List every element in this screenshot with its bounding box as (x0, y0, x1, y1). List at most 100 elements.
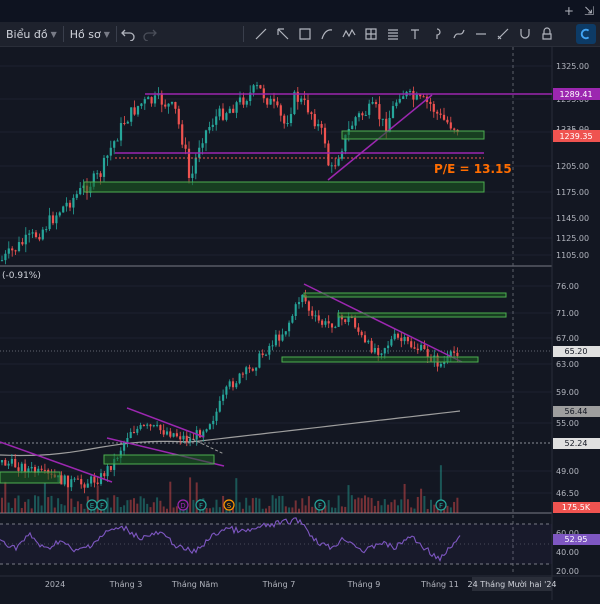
line-value-tag (553, 438, 600, 449)
candle-body (102, 157, 106, 177)
candle-body (443, 361, 446, 364)
demand-zone-lower[interactable] (83, 181, 485, 193)
chart-menu[interactable]: Biểu đồ ▼ (0, 22, 63, 46)
candle-body (242, 97, 245, 105)
magnet-icon[interactable] (514, 22, 536, 46)
candle-body (361, 113, 364, 116)
candle-body (80, 479, 83, 485)
candle-body (218, 108, 221, 117)
logo-icon[interactable] (576, 24, 596, 44)
candle-body (357, 327, 360, 332)
candle-body (76, 478, 79, 480)
candle-body (398, 98, 401, 103)
cursor-tool-icon[interactable] (272, 22, 294, 46)
projection-dashed-line (187, 436, 225, 455)
candle-body (357, 113, 361, 118)
profile-menu[interactable]: Hồ sơ ▼ (64, 22, 116, 46)
demand-zone-stock-2[interactable] (103, 454, 215, 465)
candle-body (4, 459, 7, 466)
event-marker-circle[interactable] (435, 499, 447, 511)
demand-zone-stock-3[interactable] (281, 356, 479, 363)
change-percent-label: (-0.91%) (2, 271, 41, 281)
rsi-line (0, 517, 461, 563)
candle-body (63, 475, 66, 485)
candle-body (14, 458, 17, 468)
rectangle-tool-icon[interactable] (294, 22, 316, 46)
channel-upper-line[interactable] (126, 407, 205, 438)
volume-bar (175, 506, 178, 513)
volume-value-tag-text: 175.5K (562, 503, 591, 512)
candle-body (40, 468, 43, 470)
volume-bar (192, 499, 195, 513)
axis-tick-label: 1145.00 (556, 214, 589, 223)
axis-tick-label: 1205.00 (556, 162, 589, 171)
chart-area[interactable]: P/E = 13.15 1325.001295.001265.001235.00… (0, 47, 600, 600)
undo-button[interactable] (117, 22, 139, 46)
text-tool-icon[interactable] (404, 22, 426, 46)
candle-body (96, 482, 99, 484)
time-tick-label: 2024 (45, 580, 65, 589)
supply-zone-stock-1[interactable] (303, 292, 507, 298)
fib-tool-icon[interactable] (382, 22, 404, 46)
candle-body (99, 173, 102, 177)
volume-bar (238, 502, 241, 513)
volume-bar (307, 496, 310, 513)
horizontal-line-icon[interactable] (470, 22, 492, 46)
candle-body (245, 367, 248, 375)
candle-body (284, 331, 287, 335)
measure-icon[interactable] (492, 22, 514, 46)
redo-button[interactable] (139, 22, 161, 46)
path-tool-icon[interactable] (448, 22, 470, 46)
event-marker-circle[interactable] (177, 499, 189, 511)
candle-body (271, 345, 274, 347)
volume-bar (347, 485, 350, 513)
pin-tool-icon[interactable] (426, 22, 448, 46)
candle-body (232, 108, 235, 113)
event-marker-circle[interactable] (314, 499, 326, 511)
volume-bar (337, 495, 340, 513)
downtrend-line-left[interactable] (0, 441, 113, 483)
volume-bar (126, 500, 129, 513)
collapse-icon[interactable]: ⇲ (583, 4, 594, 18)
volume-bar (397, 505, 399, 513)
grid-tool-icon[interactable] (360, 22, 382, 46)
candle-body (43, 469, 46, 471)
candle-body (83, 484, 86, 488)
top-window-controls: + ⇲ (564, 4, 594, 18)
event-marker-circle[interactable] (195, 499, 207, 511)
add-icon[interactable]: + (563, 4, 574, 18)
chart-canvas[interactable]: P/E = 13.15 1325.001295.001265.001235.00… (0, 47, 600, 600)
candle-body (51, 215, 55, 224)
profile-menu-label: Hồ sơ (69, 27, 101, 41)
brush-tool-icon[interactable] (316, 22, 338, 46)
candle-body (113, 141, 116, 148)
candle-body (48, 215, 51, 230)
candle-body (218, 400, 221, 412)
candle-body (354, 117, 357, 126)
demand-zone-upper[interactable] (341, 130, 485, 140)
candle-body (288, 322, 291, 332)
event-marker-circle[interactable] (96, 499, 108, 511)
lock-icon[interactable] (536, 22, 558, 46)
axis-tick-label: 1175.00 (556, 188, 589, 197)
supply-zone-stock-2[interactable] (337, 312, 507, 318)
candle-body (0, 260, 4, 262)
volume-bar (10, 507, 13, 513)
volume-bar (410, 507, 413, 513)
line-tool-icon[interactable] (250, 22, 272, 46)
event-marker-circle[interactable] (223, 499, 235, 511)
candle-body (33, 466, 37, 474)
volume-bar (116, 497, 119, 513)
candle-body (119, 450, 122, 458)
axis-tick-label: 20.00 (556, 567, 579, 576)
candle-body (225, 386, 228, 395)
volume-bar (400, 499, 403, 513)
pattern-tool-icon[interactable] (338, 22, 360, 46)
volume-bar (14, 498, 17, 513)
candle-body (153, 95, 157, 104)
candle-body (286, 123, 289, 125)
candle-body (415, 94, 418, 100)
candle-body (106, 466, 109, 477)
demand-zone-stock-1[interactable] (0, 471, 61, 484)
